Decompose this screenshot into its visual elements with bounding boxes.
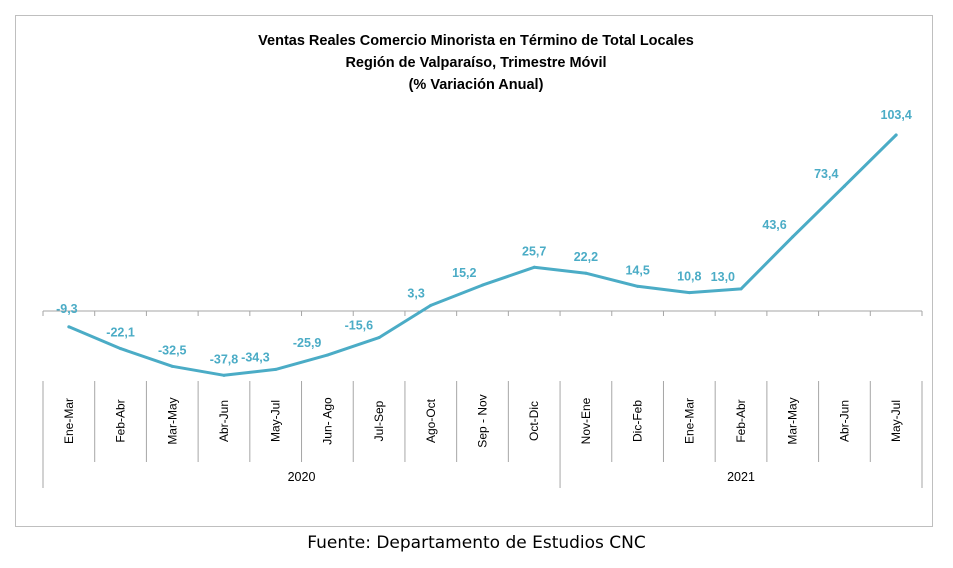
data-label: 13,0 [711, 270, 735, 284]
x-tick-label: Dic-Feb [631, 400, 645, 442]
chart-title-line-2: Región de Valparaíso, Trimestre Móvil [345, 55, 606, 71]
x-tick-label: Ene-Mar [682, 398, 696, 444]
x-tick-label: Feb-Abr [734, 399, 748, 442]
chart-title-line-3: (% Variación Anual) [409, 77, 544, 93]
x-group-label: 2020 [288, 470, 316, 484]
data-label: -25,9 [293, 336, 322, 350]
x-tick-label: Abr-Jun [837, 400, 851, 442]
x-tick-label: Jun- Ago [320, 397, 334, 445]
data-label: 22,2 [574, 250, 598, 264]
x-tick-label: Sep - Nov [476, 394, 490, 447]
data-label: 103,4 [881, 108, 912, 122]
data-point [894, 133, 898, 137]
data-point [325, 353, 329, 357]
chart-title-line-1: Ventas Reales Comercio Minorista en Térm… [258, 33, 694, 49]
source-note: Fuente: Departamento de Estudios CNC [307, 533, 646, 553]
chart-svg: Ventas Reales Comercio Minorista en Térm… [42, 33, 923, 488]
x-tick-label: Nov-Ene [579, 397, 593, 444]
x-tick-label: Feb-Abr [114, 399, 128, 442]
data-point [739, 287, 743, 291]
data-label: -32,5 [158, 343, 187, 357]
data-point [791, 235, 795, 239]
data-point [170, 364, 174, 368]
data-label: 25,7 [522, 244, 546, 258]
data-label: 73,4 [814, 167, 838, 181]
data-label: -9,3 [56, 302, 78, 316]
x-tick-label: Abr-Jun [217, 400, 231, 442]
x-tick-label: Mar-May [786, 397, 800, 444]
data-label: 43,6 [762, 218, 786, 232]
series-line [67, 133, 898, 377]
x-tick-label: Ago-Oct [424, 398, 438, 443]
data-point [119, 347, 123, 351]
data-point [842, 184, 846, 188]
x-tick-label: Oct-Dic [527, 401, 541, 441]
x-tick-label: May-Jul [889, 400, 903, 442]
data-point [429, 303, 433, 307]
x-tick-label: Jul-Sep [372, 400, 386, 441]
x-tick-label: May-Jul [269, 400, 283, 442]
data-point [532, 265, 536, 269]
data-point [67, 325, 71, 329]
data-point [222, 373, 226, 377]
x-group-label: 2021 [727, 470, 755, 484]
data-label: -22,1 [106, 326, 135, 340]
data-point [377, 336, 381, 340]
chart-frame [15, 15, 933, 527]
data-label: 14,5 [625, 263, 649, 277]
data-point [687, 291, 691, 295]
data-label: 10,8 [677, 270, 701, 284]
data-label: -15,6 [345, 319, 374, 333]
data-point [636, 284, 640, 288]
data-label: 15,2 [452, 266, 476, 280]
data-label: -34,3 [241, 350, 270, 364]
x-tick-label: Mar-May [165, 397, 179, 444]
data-point [584, 271, 588, 275]
data-label: 3,3 [407, 286, 424, 300]
data-label: -37,8 [210, 352, 239, 366]
x-tick-label: Ene-Mar [62, 398, 76, 444]
data-point [481, 283, 484, 287]
data-point [274, 367, 278, 371]
